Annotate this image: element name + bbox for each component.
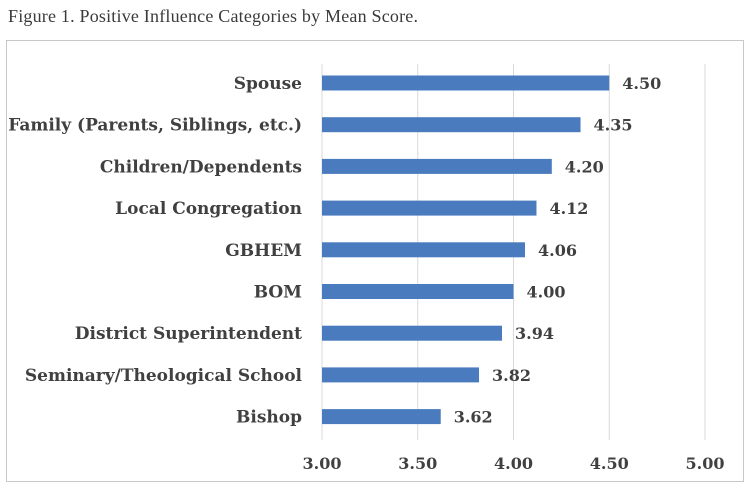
bar	[322, 409, 441, 425]
category-label: Spouse	[234, 74, 302, 94]
category-label: BOM	[254, 283, 302, 303]
category-label: District Superintendent	[75, 324, 302, 344]
value-labels: 4.50 4.35 4.20 4.12 4.06 4.00 3.94 3.82 3.62	[454, 74, 661, 427]
value-label: 3.82	[492, 366, 531, 385]
value-label: 3.94	[515, 324, 554, 343]
bars	[322, 75, 610, 425]
category-label: GBHEM	[225, 241, 302, 261]
value-label: 4.06	[538, 241, 577, 260]
figure-caption: Figure 1. Positive Influence Categories …	[8, 6, 419, 26]
x-tick-label: 3.50	[398, 454, 437, 473]
value-label: 4.12	[549, 199, 588, 218]
category-label: Seminary/Theological School	[25, 366, 303, 386]
bar	[322, 242, 525, 258]
category-label: Bishop	[236, 408, 302, 428]
bar	[322, 325, 503, 341]
x-tick-label: 4.00	[494, 454, 533, 473]
x-tick-label: 5.00	[686, 454, 725, 473]
bar	[322, 284, 514, 299]
bar	[322, 75, 610, 91]
bar	[322, 158, 552, 174]
chart-frame	[6, 40, 744, 482]
value-label: 4.00	[527, 283, 566, 302]
x-tick-label: 3.00	[303, 454, 342, 473]
x-tick-label: 4.50	[590, 454, 629, 473]
value-label: 4.50	[622, 74, 661, 93]
category-labels: Spouse Family (Parents, Siblings, etc.) Ch…	[8, 74, 302, 428]
category-label: Family (Parents, Siblings, etc.)	[8, 116, 302, 136]
category-label: Children/Dependents	[100, 157, 302, 177]
bar	[322, 200, 537, 216]
category-label: Local Congregation	[115, 199, 302, 219]
bar	[322, 117, 581, 133]
value-label: 4.20	[565, 157, 604, 176]
value-label: 4.35	[594, 116, 633, 135]
x-tick-labels: 3.00 3.50 4.00 4.50 5.00	[303, 454, 725, 473]
value-label: 3.62	[454, 408, 493, 427]
bar	[322, 367, 480, 383]
